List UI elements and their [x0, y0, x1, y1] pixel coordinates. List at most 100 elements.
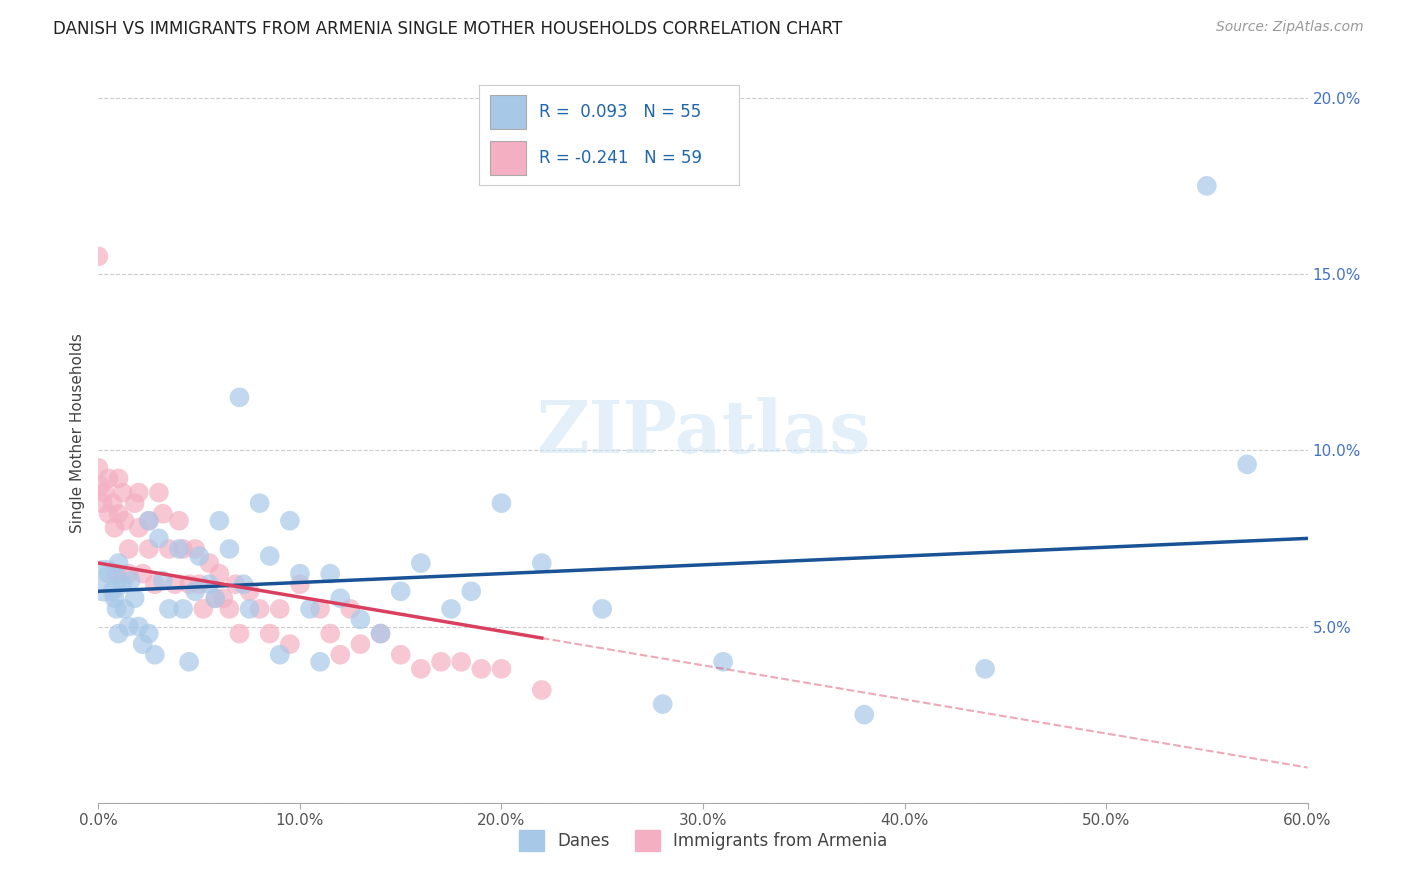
Point	[148, 485, 170, 500]
Point	[107, 626, 129, 640]
Point	[339, 602, 361, 616]
Point	[259, 549, 281, 563]
Point	[101, 584, 124, 599]
Point	[157, 541, 180, 556]
Point	[97, 507, 120, 521]
Point	[188, 549, 211, 563]
Point	[107, 471, 129, 485]
Point	[138, 541, 160, 556]
Point	[259, 626, 281, 640]
Point	[172, 541, 194, 556]
Point	[97, 471, 120, 485]
Point	[269, 648, 291, 662]
Y-axis label: Single Mother Households: Single Mother Households	[70, 333, 86, 533]
Point	[198, 556, 221, 570]
Point	[132, 637, 155, 651]
Point	[329, 648, 352, 662]
Point	[974, 662, 997, 676]
Point	[107, 556, 129, 570]
Point	[87, 461, 110, 475]
Point	[389, 648, 412, 662]
Point	[370, 626, 392, 640]
Point	[128, 619, 150, 633]
Point	[319, 566, 342, 581]
Point	[249, 496, 271, 510]
Point	[309, 602, 332, 616]
Point	[232, 577, 254, 591]
Point	[389, 584, 412, 599]
Legend: Danes, Immigrants from Armenia: Danes, Immigrants from Armenia	[512, 823, 894, 857]
Point	[208, 566, 231, 581]
Point	[138, 626, 160, 640]
Point	[228, 390, 250, 404]
Point	[118, 566, 141, 581]
Point	[101, 496, 124, 510]
Point	[288, 577, 311, 591]
Point	[278, 637, 301, 651]
Point	[249, 602, 271, 616]
Point	[107, 507, 129, 521]
Point	[93, 574, 115, 588]
Point	[1236, 458, 1258, 472]
Point	[143, 577, 166, 591]
Point	[204, 591, 226, 606]
Point	[288, 566, 311, 581]
Point	[184, 584, 207, 599]
Point	[430, 655, 453, 669]
Point	[124, 496, 146, 510]
Point	[87, 249, 110, 263]
Text: DANISH VS IMMIGRANTS FROM ARMENIA SINGLE MOTHER HOUSEHOLDS CORRELATION CHART: DANISH VS IMMIGRANTS FROM ARMENIA SINGLE…	[53, 20, 842, 37]
Point	[212, 591, 235, 606]
Point	[228, 626, 250, 640]
Point	[460, 584, 482, 599]
Point	[309, 655, 332, 669]
Point	[591, 602, 613, 616]
Point	[105, 602, 128, 616]
Point	[218, 602, 240, 616]
Point	[329, 591, 352, 606]
Point	[97, 566, 120, 581]
Point	[167, 514, 190, 528]
Point	[179, 655, 201, 669]
Point	[111, 577, 134, 591]
Point	[132, 566, 155, 581]
Point	[152, 574, 174, 588]
Point	[349, 637, 371, 651]
Point	[218, 541, 240, 556]
Point	[114, 514, 136, 528]
Point	[530, 683, 553, 698]
Point	[188, 577, 211, 591]
Point	[198, 577, 221, 591]
Point	[143, 648, 166, 662]
Point	[128, 521, 150, 535]
Point	[224, 577, 246, 591]
Text: Source: ZipAtlas.com: Source: ZipAtlas.com	[1216, 20, 1364, 34]
Point	[138, 514, 160, 528]
Point	[208, 514, 231, 528]
Point	[193, 602, 215, 616]
Point	[184, 541, 207, 556]
Point	[853, 707, 876, 722]
Point	[450, 655, 472, 669]
Point	[440, 602, 463, 616]
Point	[179, 577, 201, 591]
Point	[91, 496, 114, 510]
Point	[409, 662, 432, 676]
Text: ZIPatlas: ZIPatlas	[536, 397, 870, 468]
Point	[103, 521, 125, 535]
Point	[138, 514, 160, 528]
Point	[120, 574, 142, 588]
Point	[118, 619, 141, 633]
Point	[152, 507, 174, 521]
Point	[349, 612, 371, 626]
Point	[269, 602, 291, 616]
Point	[239, 584, 262, 599]
Point	[530, 556, 553, 570]
Point	[299, 602, 322, 616]
Point	[124, 591, 146, 606]
Point	[491, 496, 513, 510]
Point	[470, 662, 492, 676]
Point	[111, 485, 134, 500]
Point	[105, 566, 128, 581]
Point	[409, 556, 432, 570]
